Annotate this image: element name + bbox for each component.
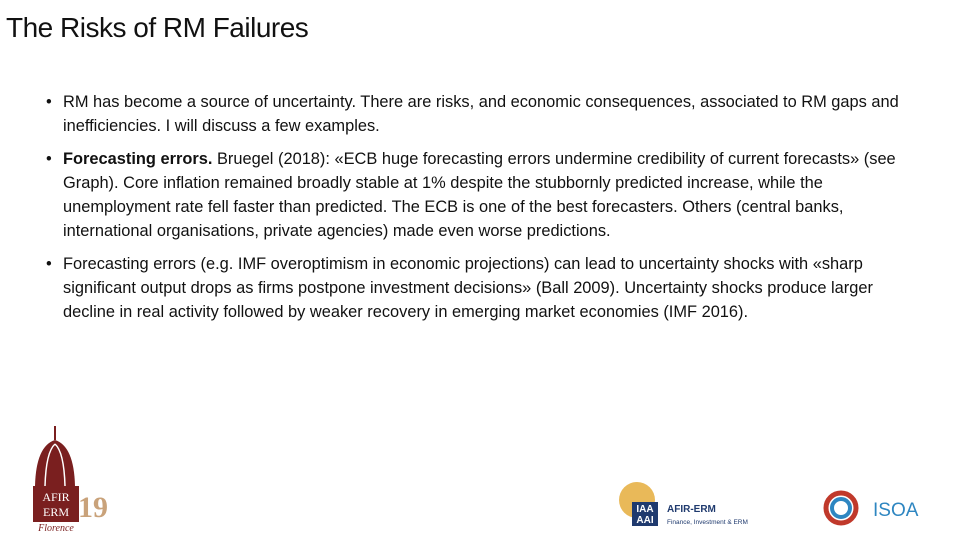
afir-logo: AFIR ERM 19 Florence [33, 426, 108, 534]
ring [823, 490, 859, 526]
dome [35, 440, 75, 486]
bullet-lead: Forecasting errors. [63, 150, 213, 168]
isoa-name: ISOA [873, 500, 919, 521]
year-text: 19 [78, 491, 108, 524]
bullet-list: RM has become a source of uncertainty. T… [46, 90, 926, 333]
city-text: Florence [37, 523, 74, 534]
dome-ribs [44, 443, 66, 487]
ring-inner [830, 497, 852, 519]
iaa-top: IAA [636, 504, 653, 515]
bullet-text: Bruegel (2018): «ECB huge forecasting er… [63, 150, 896, 240]
slide-title: The Risks of RM Failures [6, 12, 309, 43]
bullet-text: Forecasting errors (e.g. IMF overoptimis… [63, 255, 873, 321]
afir-erm-name: AFIR-ERM [667, 504, 716, 515]
iaa-bottom: AAI [636, 515, 653, 526]
bullet: Forecasting errors (e.g. IMF overoptimis… [46, 252, 926, 324]
isoa-logo: ISOA [823, 490, 919, 526]
bullet: Forecasting errors. Bruegel (2018): «ECB… [46, 147, 926, 243]
bullet-text: RM has become a source of uncertainty. T… [63, 93, 899, 135]
iaa-box [632, 502, 658, 526]
iaa-logo: IAA AAI AFIR-ERM Finance, Investment & E… [619, 482, 748, 526]
erm-text: ERM [43, 505, 69, 519]
bullet: RM has become a source of uncertainty. T… [46, 90, 926, 138]
afir-text: AFIR [42, 490, 69, 504]
afir-erm-tagline: Finance, Investment & ERM [667, 519, 748, 526]
drum [33, 486, 79, 522]
